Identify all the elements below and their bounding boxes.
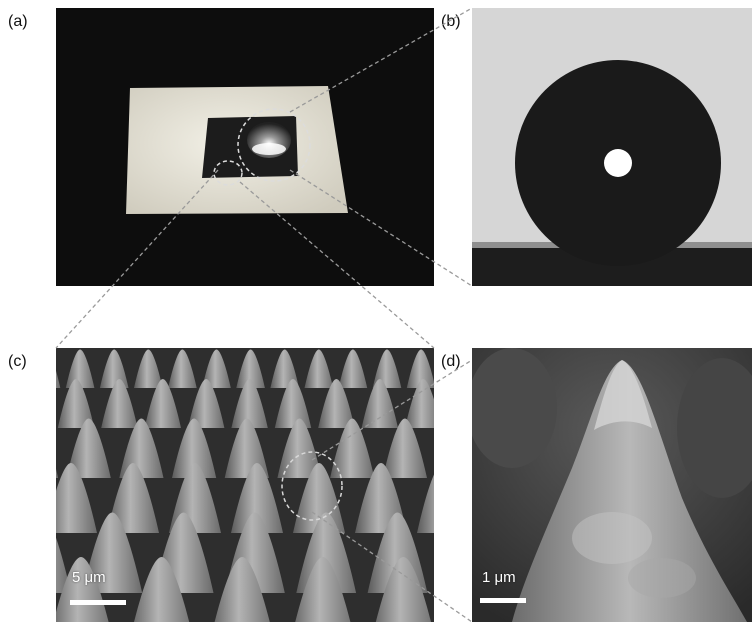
- sem-cone: [274, 379, 312, 428]
- panel-label-d: (d): [441, 353, 461, 370]
- sem-cone: [168, 349, 197, 388]
- sem-cone: [57, 379, 95, 428]
- connector-c-to-d-top: [311, 359, 473, 461]
- sem-cone: [56, 463, 97, 533]
- connector-a-to-b-bottom: [289, 169, 473, 287]
- sem-cone: [318, 379, 355, 428]
- connector-a-to-c-right: [239, 181, 435, 349]
- sem-single-cone-image: [472, 348, 752, 622]
- sem-cone: [134, 557, 190, 622]
- panel-b-contact-angle: [472, 8, 752, 286]
- sem-cone: [188, 379, 225, 428]
- cone-tip: [512, 360, 747, 622]
- connector-a-to-b-top: [289, 7, 473, 113]
- sem-cone: [293, 463, 345, 533]
- droplet-highlight: [604, 149, 632, 177]
- sem-cone: [172, 418, 217, 478]
- surface-highlight-circle: [213, 160, 243, 186]
- contact-angle-image: [472, 8, 752, 286]
- sem-cone: [66, 418, 111, 478]
- connector-a-to-c-left: [55, 169, 219, 349]
- sem-cone: [304, 349, 334, 388]
- sem-cone: [99, 349, 129, 388]
- panel-label-c: (c): [8, 353, 27, 370]
- scale-bar-c: [70, 600, 126, 605]
- sem-cone: [134, 349, 163, 388]
- sem-cone: [56, 557, 109, 622]
- scale-bar-label-d: 1 μm: [482, 569, 516, 586]
- sem-cone: [65, 349, 95, 388]
- sem-cone: [361, 379, 398, 428]
- sem-cone: [119, 418, 164, 478]
- sample-photo-image: [56, 8, 434, 286]
- sem-cone: [375, 557, 431, 622]
- sem-cone: [82, 512, 143, 593]
- sem-cone: [214, 557, 270, 622]
- panel-c-sem-overview: 5 μm: [56, 348, 434, 622]
- sem-cones-image: [56, 348, 434, 622]
- sem-cone: [406, 349, 434, 388]
- sem-cone: [56, 468, 59, 478]
- sem-cone: [338, 349, 368, 388]
- sem-cone: [417, 474, 434, 533]
- sem-cone: [231, 379, 268, 428]
- sem-cone: [107, 463, 159, 533]
- sem-cone: [405, 379, 434, 428]
- sem-cone: [231, 463, 283, 533]
- sem-cone: [382, 418, 427, 478]
- cone-highlight-circle: [281, 451, 343, 521]
- sem-cone: [202, 349, 231, 388]
- sem-cone: [101, 379, 138, 428]
- scale-bar-d: [480, 598, 526, 603]
- sem-cone: [295, 557, 351, 622]
- sem-cone: [144, 379, 181, 428]
- sem-cone: [270, 349, 299, 388]
- sem-cone: [236, 349, 265, 388]
- droplet-highlight-circle: [237, 108, 311, 182]
- panel-a-photo: [56, 8, 434, 286]
- scale-bar-label-c: 5 μm: [72, 569, 106, 586]
- connector-c-to-d-bottom: [311, 511, 473, 622]
- sem-cone: [277, 418, 322, 478]
- sem-cone: [330, 418, 375, 478]
- sem-cone: [224, 418, 269, 478]
- panel-label-a: (a): [8, 13, 28, 30]
- sem-cone: [56, 370, 61, 388]
- sem-cone: [372, 349, 402, 388]
- panel-d-sem-single-cone: 1 μm: [472, 348, 752, 622]
